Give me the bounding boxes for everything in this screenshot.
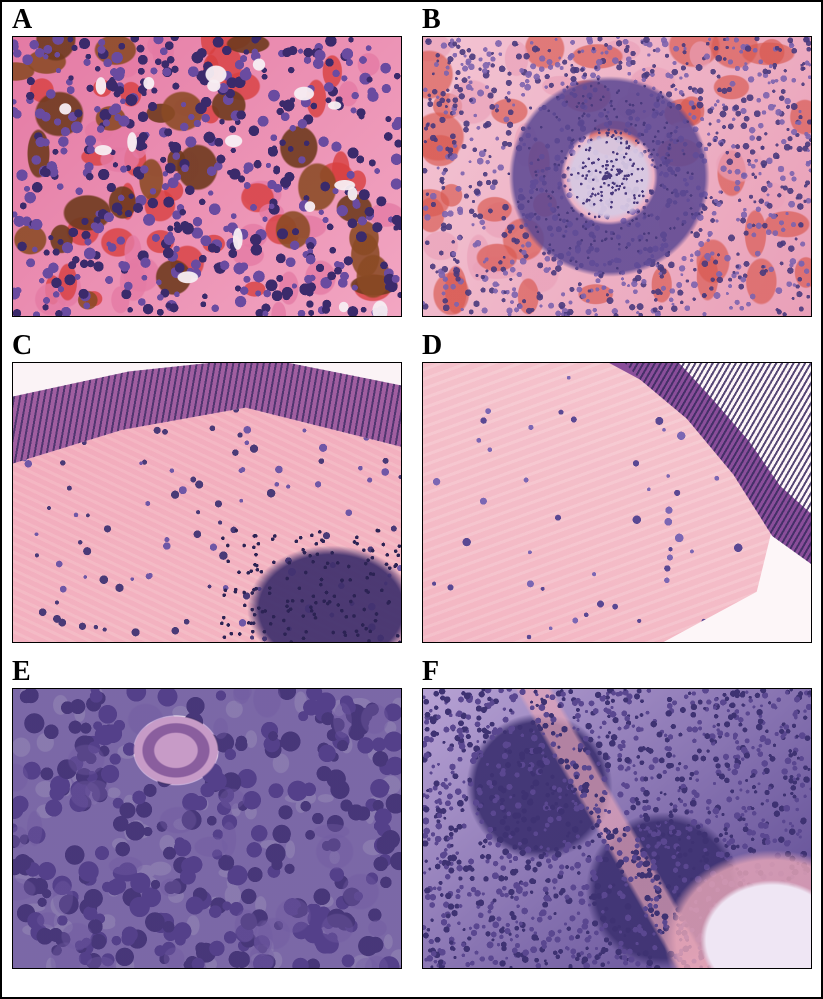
panel-image-d (422, 362, 812, 643)
he-tissue-e (13, 689, 401, 968)
panel-image-f (422, 688, 812, 969)
panel-image-c (12, 362, 402, 643)
panel-label-a: A (12, 6, 32, 34)
he-tissue-f (423, 689, 811, 968)
panel-label-c: C (12, 332, 32, 360)
panel-label-d: D (422, 332, 442, 360)
he-tissue-d (423, 363, 811, 642)
panel-image-b (422, 36, 812, 317)
panel-label-f: F (422, 658, 439, 686)
panel-image-e (12, 688, 402, 969)
panel-label-b: B (422, 6, 441, 34)
he-tissue-a (13, 37, 401, 316)
he-tissue-b (423, 37, 811, 316)
histology-figure-grid: A B C D E F (0, 0, 823, 999)
he-tissue-c (13, 363, 401, 642)
panel-image-a (12, 36, 402, 317)
panel-label-e: E (12, 658, 31, 686)
